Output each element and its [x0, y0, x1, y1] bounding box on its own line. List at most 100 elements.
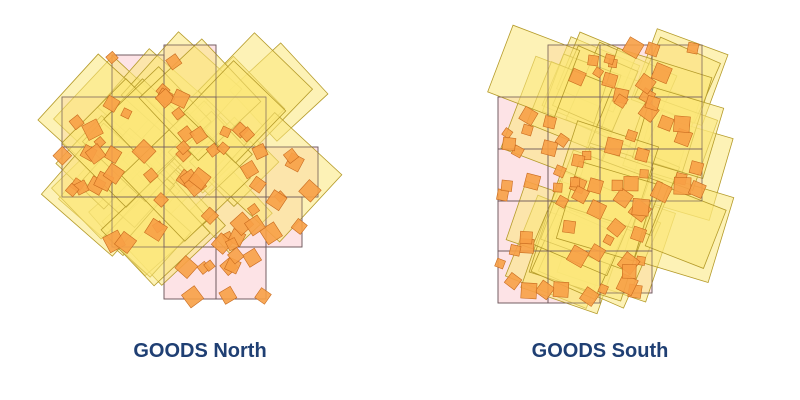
patch	[120, 107, 133, 120]
patch	[248, 175, 267, 194]
patch	[634, 147, 650, 163]
patch	[562, 219, 577, 234]
patch	[265, 189, 288, 212]
patch	[623, 176, 639, 192]
goods-south-mosaic	[487, 24, 735, 315]
pointing-footprint	[182, 60, 287, 164]
patch	[569, 177, 581, 188]
patch	[177, 125, 195, 143]
patch	[508, 243, 522, 257]
patch	[500, 179, 513, 192]
patch-layer	[52, 50, 322, 309]
patch	[555, 194, 570, 209]
patch	[52, 145, 73, 166]
patch	[568, 67, 587, 87]
grid-tile-outline	[651, 148, 703, 202]
goods-north-panel: GOODS North	[37, 31, 343, 362]
patch	[290, 217, 308, 235]
pointing-footprint	[644, 187, 727, 269]
patch	[552, 281, 570, 298]
patch	[673, 176, 692, 195]
patch	[521, 123, 534, 137]
patch	[205, 142, 221, 158]
patch	[579, 286, 600, 307]
grid-tile-outline	[215, 246, 267, 300]
patch	[143, 167, 159, 184]
goods-north-label: GOODS North	[133, 340, 267, 362]
patch	[175, 140, 191, 156]
patch	[503, 271, 523, 291]
patch	[174, 255, 199, 280]
patch	[188, 166, 212, 191]
patch	[247, 203, 261, 217]
patch	[606, 217, 627, 238]
patch	[540, 139, 559, 157]
patch	[519, 230, 533, 245]
patch	[114, 230, 138, 254]
tile-outline-layer	[61, 44, 319, 300]
patch	[218, 285, 238, 305]
patch	[612, 187, 634, 209]
patch	[621, 264, 637, 279]
patch	[254, 287, 272, 305]
patch	[64, 182, 80, 198]
patch-layer	[494, 36, 707, 307]
patch	[227, 247, 245, 265]
patch	[624, 129, 639, 143]
patch	[603, 53, 616, 65]
patch	[520, 282, 538, 300]
patch	[657, 114, 675, 132]
patch	[554, 132, 570, 148]
patch	[587, 243, 607, 263]
goods-south-label: GOODS South	[531, 340, 669, 362]
patch	[210, 232, 234, 255]
patch	[494, 257, 506, 270]
patch	[650, 62, 673, 85]
patch	[644, 94, 661, 112]
patch	[239, 159, 260, 180]
patch	[282, 147, 300, 164]
patch	[611, 179, 623, 191]
patch	[686, 41, 700, 55]
patch	[634, 72, 657, 95]
patch	[630, 225, 648, 243]
patch	[687, 180, 707, 199]
patch	[542, 115, 557, 130]
patch	[81, 118, 104, 141]
patch	[181, 285, 205, 309]
patch	[216, 141, 231, 156]
patch	[102, 162, 125, 185]
patch	[621, 36, 645, 60]
patch	[597, 283, 609, 295]
patch	[602, 234, 615, 246]
patch	[587, 54, 600, 67]
patch	[603, 136, 624, 157]
patch	[571, 185, 590, 205]
patch	[501, 127, 514, 140]
patch	[251, 143, 269, 161]
pointing-footprint	[487, 24, 581, 118]
patch	[534, 279, 556, 301]
patch	[631, 197, 650, 217]
patch	[565, 244, 590, 269]
patch	[613, 93, 629, 109]
patch	[592, 66, 605, 79]
patch	[224, 237, 240, 252]
goods-south-panel: GOODS South	[400, 0, 800, 400]
patch	[586, 199, 608, 220]
patch	[200, 206, 220, 225]
patch	[586, 177, 604, 195]
patch	[501, 136, 517, 152]
patch	[84, 143, 107, 165]
patch	[639, 169, 649, 179]
patch	[688, 160, 705, 176]
patch	[131, 139, 157, 164]
patch	[68, 114, 85, 131]
patch	[552, 182, 563, 193]
patch	[154, 88, 176, 109]
patch	[523, 172, 542, 191]
patch	[644, 41, 661, 58]
patch	[238, 126, 256, 143]
patch	[552, 164, 567, 179]
patch	[242, 247, 263, 268]
